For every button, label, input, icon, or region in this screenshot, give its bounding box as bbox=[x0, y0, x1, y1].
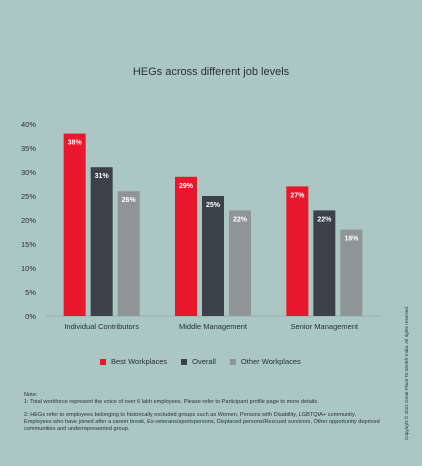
legend-swatch-other bbox=[229, 358, 236, 365]
data-label: 38% bbox=[68, 140, 83, 147]
bar bbox=[202, 196, 224, 316]
bar bbox=[175, 176, 197, 316]
bar bbox=[286, 186, 309, 316]
y-tick-label: 5% bbox=[25, 288, 36, 297]
legend-label-overall: Overall bbox=[192, 357, 216, 366]
legend-item-other: Other Workplaces bbox=[229, 357, 301, 366]
y-tick-label: 15% bbox=[21, 240, 36, 249]
legend-swatch-best bbox=[100, 358, 106, 365]
note-1: 1: Total workforce represent the voice o… bbox=[24, 399, 319, 405]
data-label: 29% bbox=[179, 183, 194, 190]
y-tick-label: 10% bbox=[21, 264, 36, 273]
chart-title: HEGs across different job levels bbox=[132, 66, 290, 78]
legend-label-other: Other Workplaces bbox=[240, 357, 301, 366]
footnotes: Note: 1: Total workforce represent the v… bbox=[24, 392, 384, 433]
legend-swatch-overall bbox=[181, 358, 188, 365]
bar bbox=[63, 133, 86, 316]
y-tick-label: 40% bbox=[21, 120, 36, 129]
y-tick-label: 0% bbox=[25, 312, 36, 321]
data-label: 25% bbox=[206, 202, 221, 209]
chart-legend: Best Workplaces Overall Other Workplaces bbox=[100, 357, 301, 366]
data-label: 31% bbox=[95, 173, 110, 180]
data-label: 22% bbox=[233, 216, 248, 223]
x-tick-label: Individual Contributors bbox=[64, 322, 139, 331]
data-label: 22% bbox=[317, 216, 332, 223]
y-tick-label: 30% bbox=[21, 168, 36, 177]
bar bbox=[340, 229, 363, 316]
data-label: 26% bbox=[122, 197, 137, 204]
y-tick-label: 35% bbox=[21, 144, 36, 153]
bar bbox=[229, 210, 251, 316]
bar bbox=[90, 167, 113, 316]
notes-heading: Note: bbox=[24, 392, 38, 398]
y-tick-label: 20% bbox=[21, 216, 36, 225]
legend-item-best: Best Workplaces bbox=[100, 357, 167, 366]
y-tick-label: 25% bbox=[21, 192, 36, 201]
data-label: 27% bbox=[290, 192, 305, 199]
note-2: 2: HEGs refer to employees belonging to … bbox=[24, 412, 380, 432]
legend-label-best: Best Workplaces bbox=[111, 357, 168, 366]
legend-item-overall: Overall bbox=[181, 357, 216, 366]
x-tick-label: Senior Management bbox=[291, 322, 359, 331]
bar bbox=[117, 191, 140, 316]
bar bbox=[313, 210, 336, 316]
data-label: 18% bbox=[344, 236, 359, 243]
x-tick-label: Middle Management bbox=[179, 322, 248, 331]
copyright-text: Copyright © 2022 Great Place To Work® In… bbox=[404, 305, 409, 440]
